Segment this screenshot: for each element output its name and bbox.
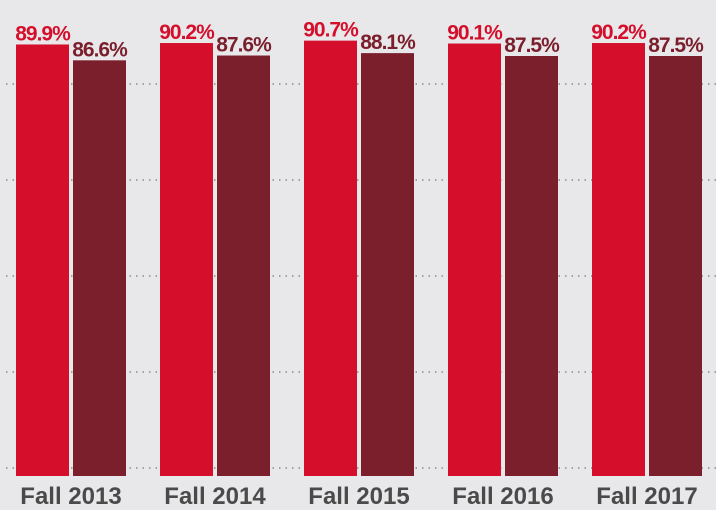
bar — [592, 43, 645, 476]
value-label: 89.9% — [15, 22, 71, 45]
bar — [304, 40, 357, 476]
value-label: 88.1% — [360, 31, 416, 54]
value-label: 86.6% — [72, 38, 128, 61]
x-tick-label: Fall 2013 — [20, 483, 121, 510]
bar — [16, 44, 69, 476]
value-label: 87.6% — [216, 34, 272, 57]
bar — [160, 43, 213, 476]
value-label: 90.7% — [303, 19, 359, 42]
bar — [649, 56, 702, 476]
bar — [361, 53, 414, 477]
x-tick-label: Fall 2017 — [596, 483, 697, 510]
value-label: 90.2% — [591, 21, 647, 44]
bar — [217, 55, 270, 477]
bar — [505, 56, 558, 476]
value-label: 90.1% — [447, 22, 503, 45]
value-label: 87.5% — [504, 34, 560, 57]
value-label: 87.5% — [648, 34, 704, 57]
x-tick-label: Fall 2015 — [308, 483, 409, 510]
bar — [448, 43, 501, 477]
x-tick-label: Fall 2014 — [164, 483, 266, 510]
bar — [73, 60, 126, 476]
value-label: 90.2% — [159, 21, 215, 44]
x-tick-label: Fall 2016 — [452, 483, 553, 510]
